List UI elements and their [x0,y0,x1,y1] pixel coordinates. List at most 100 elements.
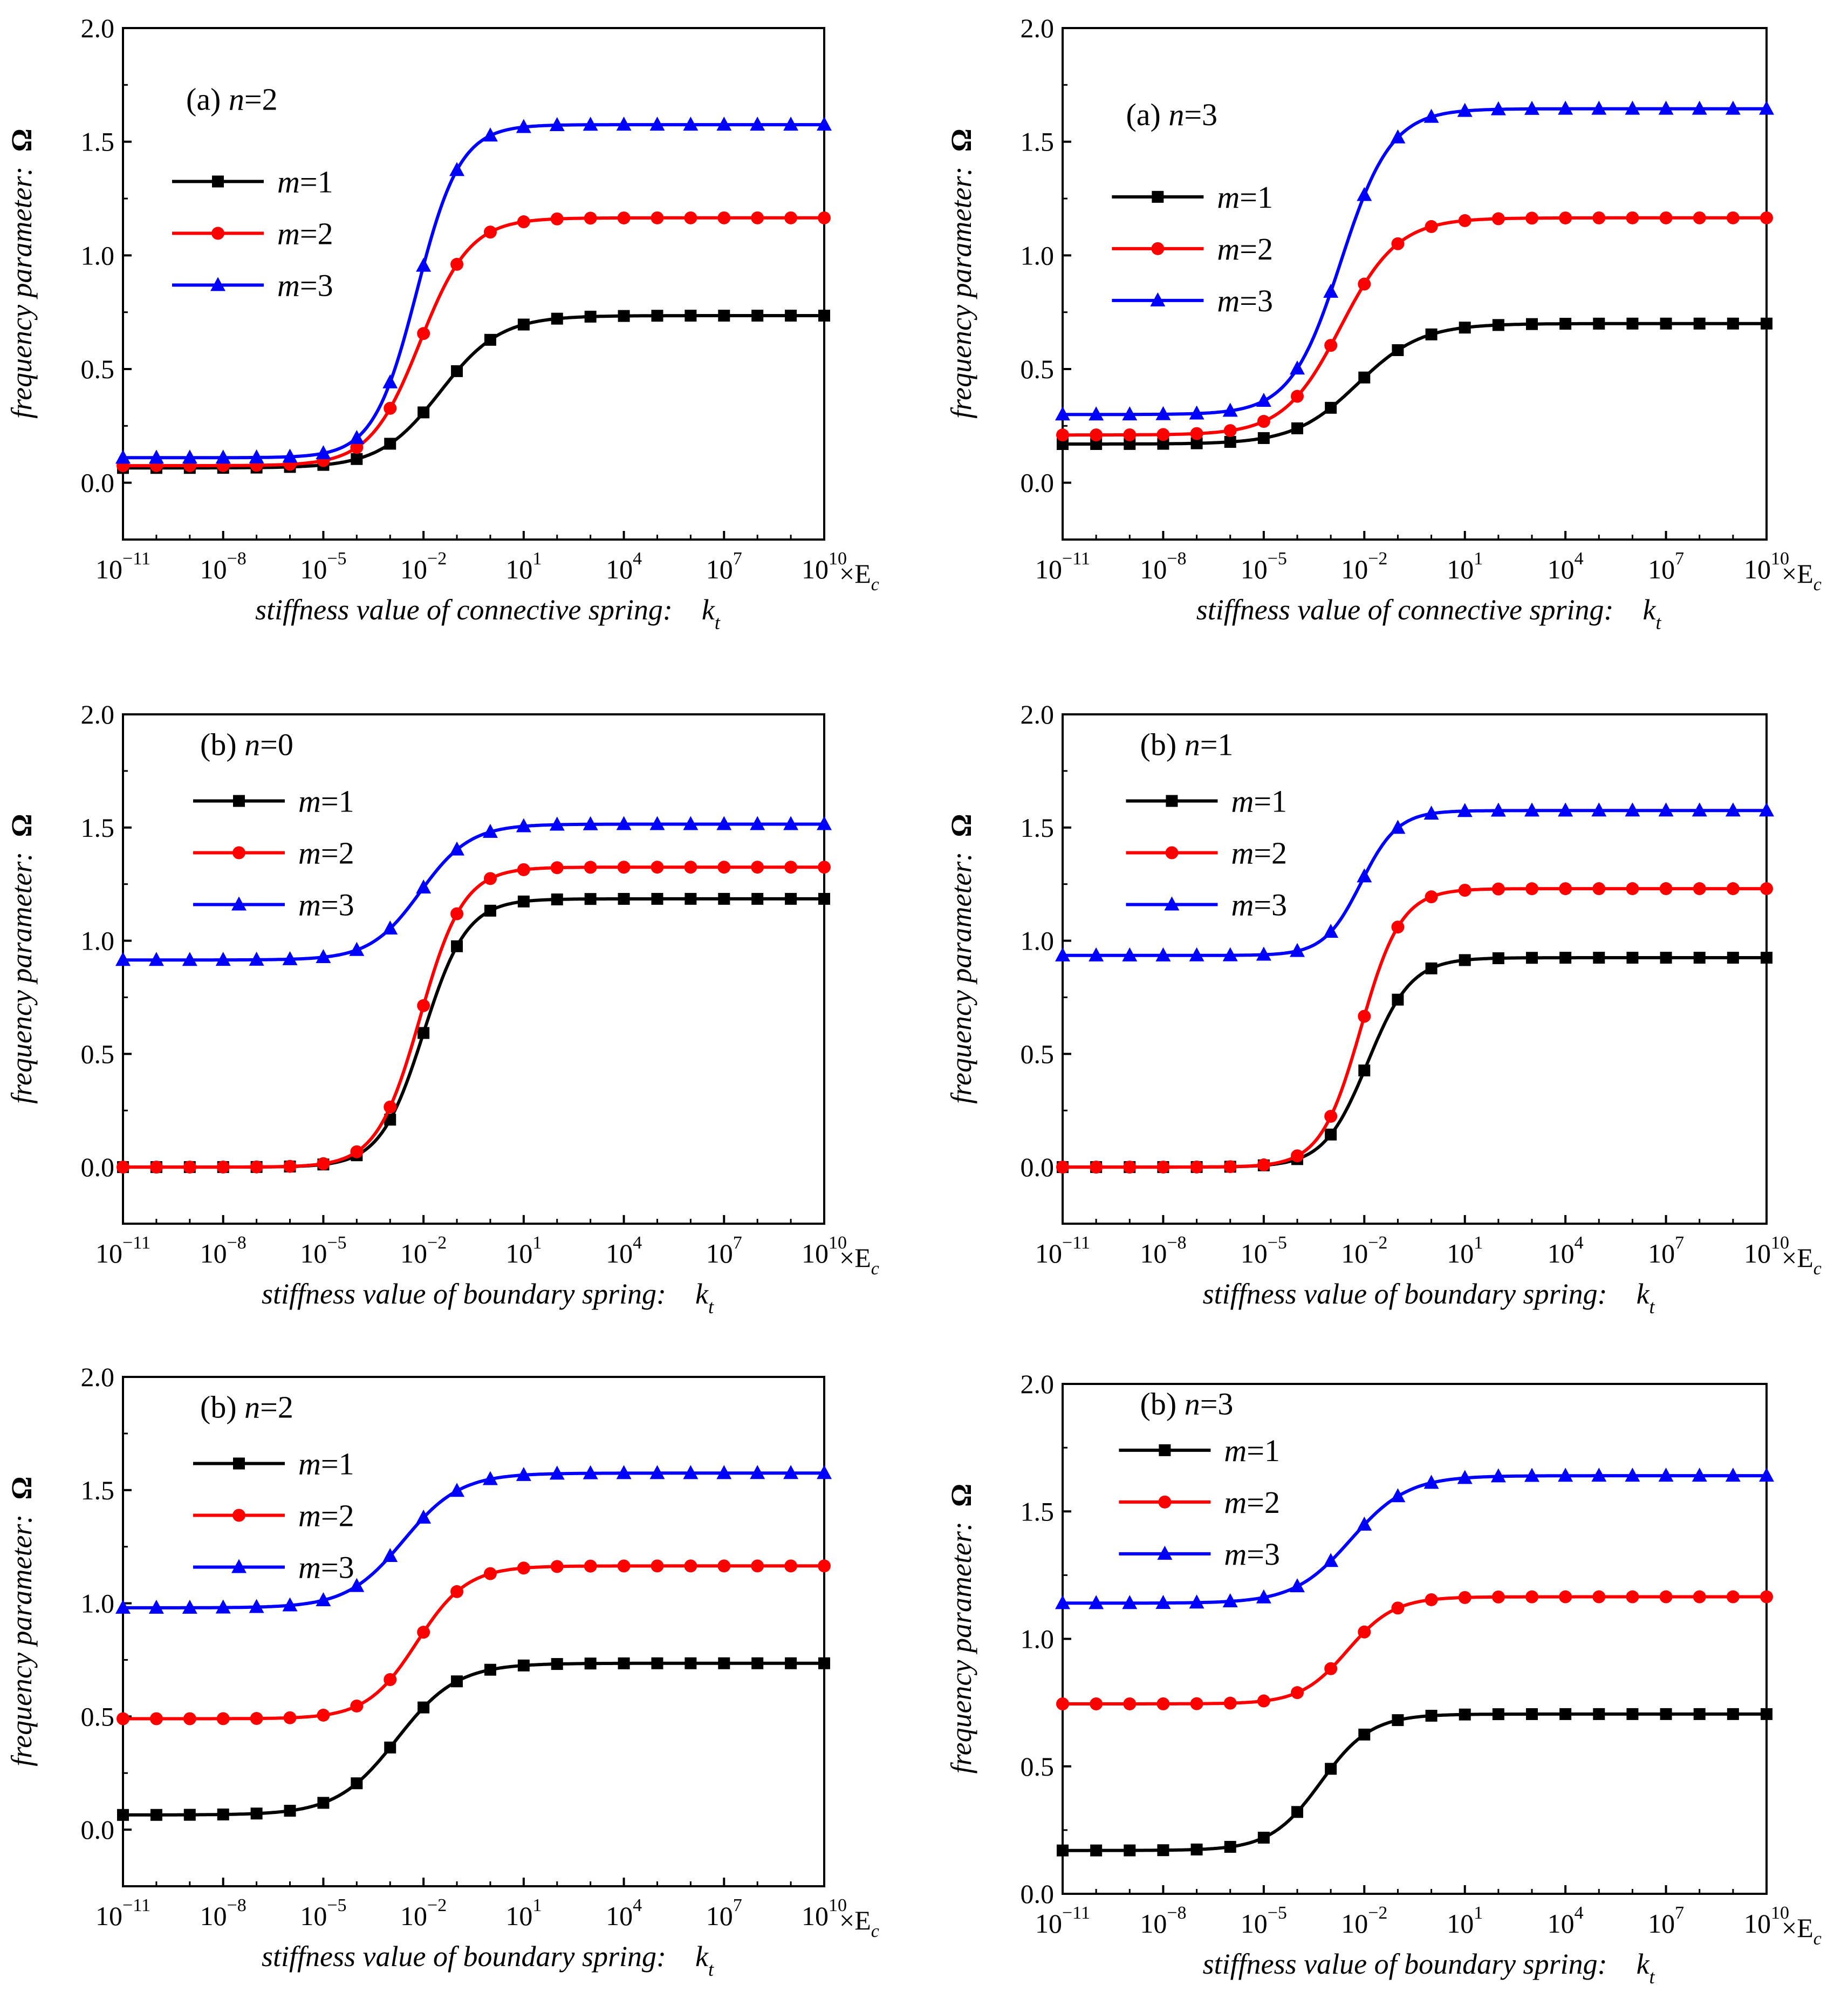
chart-panel-3: 0.00.51.01.52.010−11 10−8 10−5 10−2 101 104 10… [5,699,879,1318]
legend-var: m [1224,1433,1247,1468]
panel-var: n [1168,97,1184,132]
data-point [718,1657,730,1669]
data-point [249,1599,264,1613]
x-tick-exponent: −2 [1368,549,1387,569]
data-point [1457,1470,1473,1484]
x-axis-subscript: t [1655,612,1661,633]
data-point [1390,129,1406,144]
data-point [1224,436,1236,448]
data-point [316,949,331,964]
panel-value: =1 [1200,727,1234,762]
data-point [750,816,765,830]
data-point [784,211,798,224]
y-axis-title-text: frequency parameter: [945,166,977,418]
data-point [1593,952,1605,964]
x-tick-label: 10−2 [400,1895,447,1931]
data-point [649,117,665,131]
data-point [1625,802,1640,817]
x-tick-label: 10−5 [300,549,346,584]
series-line-m3 [123,1471,824,1609]
legend-marker [232,846,245,859]
data-point [249,449,264,463]
data-point [651,1559,664,1573]
data-point [1692,100,1707,115]
data-point [1190,437,1203,449]
y-tick-label: 0.0 [1021,1152,1055,1182]
series-line-m1 [1063,956,1767,1169]
data-point [149,1161,163,1174]
data-point [1525,1590,1538,1604]
data-point [517,895,530,908]
y-tick-label: 0.5 [81,354,115,384]
panel-var: n [229,82,244,117]
x-axis-title: stiffness value of boundary spring: kt [262,1940,714,1980]
data-point [416,1509,432,1524]
data-point [1358,1064,1371,1076]
data-point [1693,882,1706,896]
data-point [1526,318,1538,330]
x-tick-base: 10 [1035,1238,1062,1268]
data-point [683,1465,699,1479]
legend-label: m=2 [1231,835,1287,870]
y-axis-title-text: frequency parameter: [945,852,977,1104]
x-tick-base: 10 [1035,554,1062,584]
data-point [1391,1601,1405,1615]
data-point [183,1712,196,1725]
x-tick-exponent: −5 [327,1233,346,1253]
data-point [1390,820,1406,834]
legend-label: m=2 [1217,231,1273,267]
data-point [449,162,465,176]
x-tick-exponent: −5 [327,1895,346,1915]
x-unit-label: ×Ec [1782,1913,1822,1949]
chart-panel-4: 0.00.51.01.52.010−11 10−8 10−5 10−2 101 104 10… [945,699,1822,1318]
data-point [1090,1161,1103,1174]
data-point [1090,428,1103,442]
y-tick-label: 2.0 [1021,13,1055,43]
x-tick-base: 10 [1648,1238,1675,1268]
data-point [1156,1697,1170,1710]
legend-value: =1 [321,1446,354,1481]
x-tick-label: 10−11 [95,549,150,584]
data-point [1526,952,1538,964]
x-tick-label: 10−5 [300,1233,346,1268]
legend-label: m=1 [277,164,333,199]
data-point [1593,317,1605,330]
panel-prefix: (b) [1140,1387,1185,1422]
x-tick-exponent: 10 [829,549,847,569]
data-point [1525,882,1538,896]
x-unit-subscript: c [871,1259,879,1279]
data-point [783,117,799,131]
x-axis-title-text: stiffness value of connective spring: [1196,593,1614,626]
data-point [182,952,197,966]
x-tick-label: 101 [505,1895,542,1931]
x-tick-base: 10 [505,1901,532,1931]
data-point [1725,1468,1741,1482]
data-point [1693,317,1706,330]
y-tick-label: 0.0 [81,468,115,498]
data-point [1525,212,1538,225]
legend-var: m [1231,887,1254,922]
data-point [450,907,464,920]
data-point [685,1657,697,1669]
data-point [1727,317,1739,330]
data-point [350,441,364,454]
x-tick-exponent: −2 [427,1895,447,1915]
x-tick-exponent: −11 [1062,1233,1090,1253]
x-tick-base: 10 [706,1901,733,1931]
data-point [549,1465,565,1480]
data-point [1660,1708,1672,1720]
x-tick-label: 107 [1648,1233,1684,1268]
data-point [1358,1625,1371,1639]
x-unit-subscript: c [871,1921,879,1941]
data-point [651,310,663,322]
data-point [1390,1488,1406,1503]
data-point [1124,438,1136,450]
x-axis-symbol: k [1607,1278,1650,1310]
data-point [1122,406,1138,421]
x-tick-label: 10−2 [1341,1233,1387,1268]
x-tick-exponent: −8 [227,1233,247,1253]
data-point [818,1559,831,1573]
x-tick-label: 10−5 [1241,1233,1287,1268]
data-point [148,449,164,464]
data-point [1524,100,1539,115]
